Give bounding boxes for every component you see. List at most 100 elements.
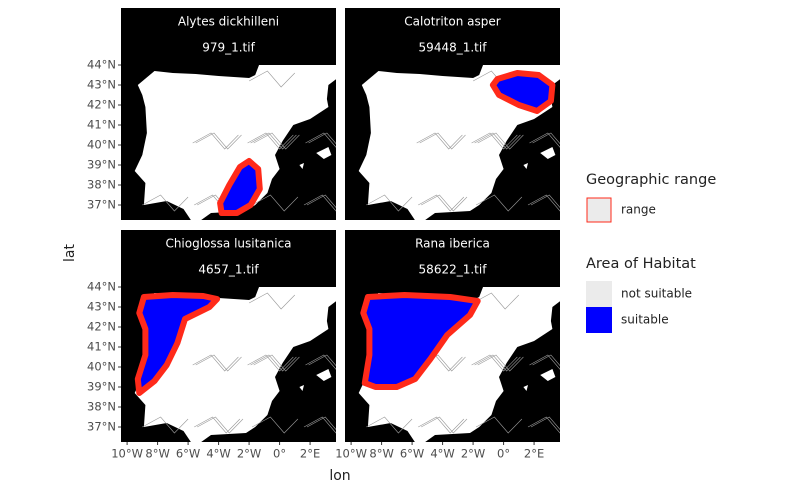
road — [251, 416, 299, 434]
x-tick-label: 2°E — [524, 447, 544, 461]
island — [563, 145, 569, 149]
road — [305, 132, 336, 148]
range-area — [217, 158, 263, 216]
strip — [345, 8, 560, 65]
island — [299, 385, 304, 391]
island — [523, 163, 528, 169]
road — [471, 354, 518, 372]
x-axis-title: lon — [329, 468, 350, 484]
road — [472, 292, 520, 310]
strip-title: Calotriton asper — [404, 15, 500, 29]
strip-title: Alytes dickhilleni — [178, 15, 279, 29]
road — [529, 132, 560, 148]
range-area — [360, 292, 481, 390]
y-tick-label: 40°N — [87, 138, 116, 152]
road — [532, 132, 560, 145]
legend-label: not suitable — [621, 287, 692, 301]
road — [306, 416, 336, 430]
road — [142, 416, 189, 434]
strip-title: Rana iberica — [415, 237, 490, 251]
island — [316, 369, 332, 381]
island — [339, 145, 345, 149]
road — [530, 194, 560, 208]
x-tick-label: 10°W — [335, 447, 367, 461]
road — [303, 416, 336, 434]
road — [253, 354, 300, 372]
road — [247, 132, 294, 150]
y-tick-label: 38°N — [87, 400, 116, 414]
map-panel — [121, 65, 345, 220]
y-tick-label: 40°N — [87, 360, 116, 374]
strip — [345, 230, 560, 287]
legend-key — [586, 197, 612, 223]
road — [532, 354, 560, 367]
road — [250, 132, 297, 150]
road — [366, 194, 413, 212]
range-area — [134, 292, 221, 396]
road — [247, 354, 294, 372]
legend-title: Area of Habitat — [586, 256, 696, 272]
strip-subtitle: 979_1.tif — [202, 41, 255, 55]
road — [527, 194, 560, 212]
road — [197, 416, 244, 434]
road — [308, 354, 336, 367]
y-tick-label: 43°N — [87, 78, 116, 92]
road — [194, 416, 241, 434]
road — [142, 194, 189, 212]
road — [248, 292, 296, 310]
island — [523, 385, 528, 391]
x-tick-label: 8°W — [369, 447, 393, 461]
range-area — [489, 70, 556, 114]
y-tick-label: 39°N — [87, 380, 116, 394]
x-tick-label: 4°W — [206, 447, 230, 461]
x-tick-label: 2°W — [461, 447, 485, 461]
road — [416, 132, 463, 150]
island — [540, 147, 556, 159]
road — [366, 416, 413, 434]
road — [529, 354, 560, 370]
legend-title: Geographic range — [586, 172, 716, 188]
legend-label: range — [621, 203, 656, 217]
road — [471, 132, 518, 150]
y-tick-label: 37°N — [87, 198, 116, 212]
x-tick-label: 0° — [273, 447, 286, 461]
road — [303, 194, 336, 212]
road — [192, 354, 239, 372]
x-tick-label: 0° — [497, 447, 510, 461]
x-tick-label: 6°W — [400, 447, 424, 461]
strip-subtitle: 4657_1.tif — [198, 263, 259, 277]
land — [134, 65, 336, 220]
strip-subtitle: 58622_1.tif — [419, 263, 488, 277]
road — [250, 354, 297, 372]
road — [421, 416, 468, 434]
road — [306, 194, 336, 208]
y-tick-label: 43°N — [87, 300, 116, 314]
road — [474, 354, 521, 372]
road — [418, 416, 465, 434]
road — [308, 132, 336, 145]
island — [299, 163, 304, 169]
y-tick-label: 41°N — [87, 118, 116, 132]
road — [253, 132, 300, 150]
y-tick-label: 44°N — [87, 280, 116, 294]
y-tick-label: 44°N — [87, 58, 116, 72]
road — [248, 70, 296, 88]
map-panel — [345, 287, 569, 442]
x-tick-label: 10°W — [111, 447, 143, 461]
road — [419, 132, 466, 150]
island — [540, 369, 556, 381]
island — [563, 367, 569, 371]
road — [418, 194, 465, 212]
road — [527, 416, 560, 434]
y-tick-label: 39°N — [87, 158, 116, 172]
y-axis-title: lat — [62, 244, 78, 262]
x-tick-label: 2°E — [300, 447, 320, 461]
road — [305, 354, 336, 370]
road — [530, 416, 560, 430]
road — [195, 132, 242, 150]
road — [475, 194, 523, 212]
x-tick-label: 6°W — [176, 447, 200, 461]
road — [477, 132, 524, 150]
x-tick-label: 4°W — [430, 447, 454, 461]
